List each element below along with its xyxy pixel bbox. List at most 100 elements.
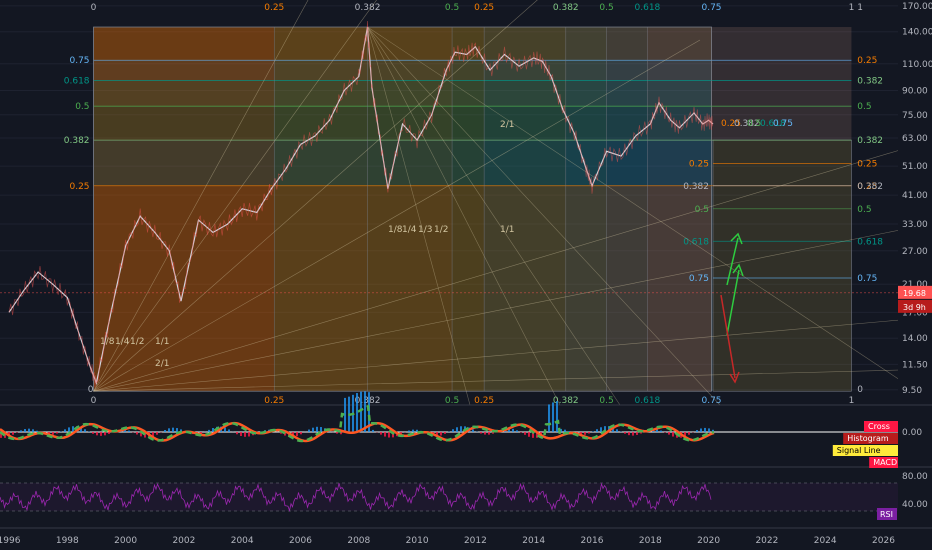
arrow-up xyxy=(726,269,740,336)
time-fib-top-label: 0 xyxy=(91,3,97,13)
macd-histogram-bar xyxy=(560,428,562,432)
fib-extension-box xyxy=(711,27,852,141)
macd-histogram-bar xyxy=(612,427,614,432)
macd-histogram-bar xyxy=(640,432,642,434)
macd-histogram-bar xyxy=(32,429,34,432)
macd-histogram-bar xyxy=(508,428,510,432)
arrow-down-head xyxy=(729,371,740,384)
macd-histogram-bar xyxy=(568,431,570,432)
price-axis-tick: 51.00 xyxy=(902,162,928,172)
time-fib-bottom-label: 0.382 xyxy=(355,396,381,406)
macd-legend-label: MACD xyxy=(873,458,897,467)
macd-histogram-bar xyxy=(168,428,170,432)
macd-histogram-bar xyxy=(300,432,302,435)
rsi-line xyxy=(0,482,712,512)
time-fib-bottom-label: 1 xyxy=(849,396,855,406)
price-candles-approx xyxy=(8,20,713,388)
macd-histogram-bar xyxy=(488,432,490,435)
rsi-legend-bg xyxy=(877,508,897,520)
gann-fan-line xyxy=(93,0,538,392)
rsi-legend-badge: RSI xyxy=(877,508,897,520)
time-fib-bottom-label: 0.618 xyxy=(635,396,661,406)
time-axis-tick: 2024 xyxy=(814,536,837,546)
macd-histogram-bar xyxy=(416,429,418,432)
macd-histogram-bar xyxy=(440,432,442,436)
time-axis-tick: 2002 xyxy=(172,536,195,546)
macd-legend-badge: Cross xyxy=(864,421,898,432)
macd-histogram-bar xyxy=(636,432,638,435)
macd-histogram-bar xyxy=(708,428,710,432)
inner-fib-label-right: 0.382 xyxy=(857,182,883,192)
macd-histogram-bar xyxy=(244,432,246,437)
last-price-badge: 19.68 3d 9h xyxy=(898,285,932,313)
price-fib-band xyxy=(93,185,712,392)
inner-fib-label-right: 0.618 xyxy=(857,237,883,247)
gann-fan-line xyxy=(367,26,561,406)
macd-legend-bg xyxy=(832,445,898,456)
macd-legend-bg xyxy=(843,433,898,444)
macd-histogram-bar xyxy=(632,432,634,436)
fan-label: 1/8 xyxy=(100,337,115,347)
time-axis-tick: 2020 xyxy=(697,536,720,546)
gann-fan-line xyxy=(93,369,901,392)
gann-fan-line xyxy=(93,149,901,392)
macd-histogram-bar xyxy=(704,427,706,432)
time-axis-tick: 2014 xyxy=(522,536,545,546)
macd-histogram-bar xyxy=(492,432,494,434)
macd-histogram-bar xyxy=(580,432,582,436)
macd-histogram-bar xyxy=(176,428,178,432)
macd-histogram-bar xyxy=(172,427,174,432)
inner-fib-label-right: 0.25 xyxy=(857,160,877,170)
time-axis-tick: 1996 xyxy=(0,536,21,546)
macd-histogram-bar xyxy=(124,429,126,432)
time-fib-top-label: 0.618 xyxy=(635,3,661,13)
price-axis-tick: 63.00 xyxy=(902,134,928,144)
macd-histogram-bar xyxy=(532,432,534,438)
fib-label-right: 0.5 xyxy=(857,102,871,112)
price-axis-tick: 110.00 xyxy=(902,60,932,70)
macd-histogram-bar xyxy=(344,397,346,432)
macd-histogram-bar xyxy=(212,427,214,432)
macd-line xyxy=(0,404,715,443)
macd-histogram-bar xyxy=(668,432,670,435)
macd-histogram-bar xyxy=(408,430,410,432)
price-axis-tick: 33.00 xyxy=(902,220,928,230)
gann-fan-line xyxy=(93,0,377,392)
inner-fib-box xyxy=(712,139,852,392)
macd-histogram-bar xyxy=(384,432,386,437)
time-fib-band xyxy=(647,27,712,392)
macd-histogram-bar xyxy=(524,432,526,435)
macd-histogram-bar xyxy=(484,432,486,435)
macd-histogram-bar xyxy=(356,393,358,432)
time-axis-tick: 2004 xyxy=(231,536,254,546)
time-axis-tick: 2006 xyxy=(289,536,312,546)
fan-label: 2/1 xyxy=(155,359,169,369)
macd-histogram-bar xyxy=(224,427,226,432)
inner-fib-label-right: 0.75 xyxy=(857,274,877,284)
macd-histogram-bar xyxy=(0,432,2,438)
macd-histogram-bar xyxy=(556,401,558,432)
macd-histogram-bar xyxy=(548,404,550,432)
macd-histogram-bar xyxy=(104,432,106,436)
macd-legend-bg xyxy=(869,457,898,468)
macd-histogram-bar xyxy=(444,432,446,434)
gann-fan-line xyxy=(93,0,309,392)
macd-histogram-bar xyxy=(200,432,202,434)
macd-histogram-bar xyxy=(584,432,586,435)
time-fib-bottom-label: 0.382 xyxy=(553,396,579,406)
inner-fib-label: 0.25 xyxy=(689,160,709,170)
last-price-badge-bg xyxy=(898,285,932,299)
macd-legend-bg xyxy=(864,421,898,432)
macd-histogram-bar xyxy=(28,428,30,432)
macd-histogram-bar xyxy=(380,432,382,435)
time-fib-top-label: 0.5 xyxy=(599,3,613,13)
macd-histogram-bar xyxy=(436,432,438,437)
macd-histogram-bar xyxy=(128,430,130,432)
macd-histogram-bar xyxy=(552,402,554,432)
macd-histogram-bar xyxy=(392,432,394,438)
macd-histogram-bar xyxy=(588,432,590,434)
macd-histogram-bar xyxy=(108,432,110,434)
macd-histogram-bar xyxy=(100,432,102,436)
